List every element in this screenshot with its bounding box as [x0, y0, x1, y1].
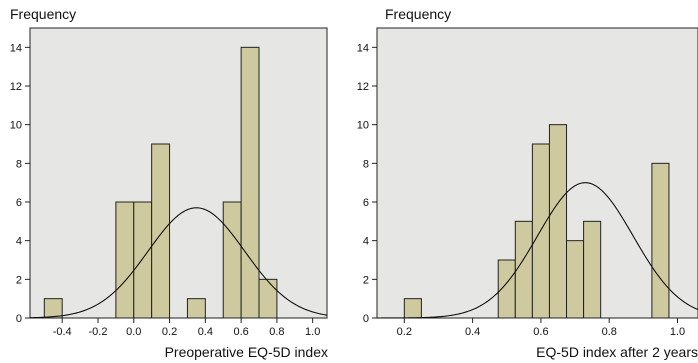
chart-right-y-axis-title: Frequency [385, 6, 451, 22]
chart-right-x-tick-label-2: 0.6 [533, 326, 548, 338]
chart-right-bar-5 [566, 240, 585, 319]
histogram-preoperative: 0 2 4 6 8 10 12 14 -0.4 -0.2 0.0 0.2 0.4 0.6 0.8 1.0 Fre… [10, 6, 328, 360]
chart-left-bar-4 [186, 298, 206, 319]
chart-left-bar-5 [222, 201, 242, 319]
chart-left-x-tick-label-5: 0.6 [233, 326, 248, 338]
chart-left-bar-7 [258, 278, 278, 319]
histogram-after-2-years: 0 2 4 6 8 10 12 14 0.2 0.4 0.6 0.8 1.0 Frequency EQ-5D… [357, 0, 698, 363]
chart-left-y-tick-label-3: 6 [16, 197, 22, 209]
chart-left-y-tick-label-0: 0 [16, 313, 22, 325]
chart-left-y-tick-label-6: 12 [10, 81, 22, 93]
chart-right-bar-6 [583, 220, 602, 319]
chart-left-y-tick-label-7: 14 [10, 42, 22, 54]
histogram-preoperative-svg: 0 2 4 6 8 10 12 14 -0.4 -0.2 0.0 0.2 0.4 0.6 0.8 1.0 Fre… [10, 6, 328, 360]
chart-right-y-tick-label-1: 2 [363, 274, 369, 286]
chart-left-bar-3 [151, 143, 171, 319]
chart-right-y-tick-label-6: 12 [357, 81, 369, 93]
chart-left-x-tick-label-6: 0.8 [269, 326, 284, 338]
chart-right-x-tick-label-4: 1.0 [670, 326, 685, 338]
chart-right-x-tick-label-0: 0.2 [397, 326, 412, 338]
chart-right-y-tick-label-3: 6 [363, 197, 369, 209]
chart-left-y-tick-label-1: 2 [16, 274, 22, 286]
chart-right-x-tick-label-1: 0.4 [465, 326, 480, 338]
chart-right-y-tick-label-4: 8 [363, 158, 369, 170]
chart-left-x-tick-label-2: 0.0 [126, 326, 141, 338]
chart-left-bar-1 [115, 201, 135, 319]
chart-left-y-tick-label-2: 4 [16, 236, 22, 248]
chart-right-y-tick-label-5: 10 [357, 120, 369, 132]
chart-left-y-tick-label-5: 10 [10, 120, 22, 132]
chart-left-x-tick-label-3: 0.2 [162, 326, 177, 338]
chart-right-bar-0 [403, 298, 422, 319]
chart-right-bar-4 [548, 124, 568, 319]
chart-left-bar-0 [43, 298, 63, 319]
chart-left-x-tick-label-4: 0.4 [198, 326, 213, 338]
chart-left-x-tick-label-0: -0.4 [53, 326, 72, 338]
chart-right-x-axis-title: EQ-5D index after 2 years [536, 344, 698, 360]
chart-right-y-tick-label-2: 4 [363, 236, 369, 248]
chart-left-bar-2 [133, 201, 153, 319]
chart-left-normal-curve [29, 207, 328, 319]
histogram-after-2-years-svg: 0 2 4 6 8 10 12 14 0.2 0.4 0.6 0.8 1.0 Frequency EQ-5D… [357, 6, 698, 360]
chart-right-x-tick-label-3: 0.8 [602, 326, 617, 338]
chart-left-x-tick-label-1: -0.2 [89, 326, 108, 338]
chart-right-y-tick-label-7: 14 [357, 42, 369, 54]
chart-left-x-tick-label-7: 1.0 [305, 326, 320, 338]
chart-left-plot-area [29, 27, 328, 319]
chart-left-x-axis-title: Preoperative EQ-5D index [165, 344, 328, 360]
chart-left-y-tick-label-4: 8 [16, 158, 22, 170]
chart-left-bar-6 [240, 46, 260, 319]
chart-right-bar-7 [651, 162, 670, 319]
chart-right-bar-2 [514, 220, 533, 319]
chart-left-y-axis-title: Frequency [10, 6, 76, 22]
chart-right-y-tick-label-0: 0 [363, 313, 369, 325]
chart-right-normal-curve [377, 182, 698, 319]
